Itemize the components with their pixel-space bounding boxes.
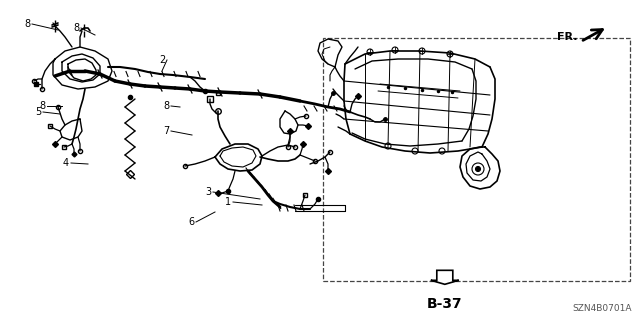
Text: 8: 8: [39, 101, 45, 111]
Polygon shape: [431, 270, 459, 284]
Text: 8: 8: [163, 101, 169, 111]
Text: 4: 4: [63, 158, 69, 168]
Text: SZN4B0701A: SZN4B0701A: [573, 304, 632, 313]
Text: 8: 8: [73, 23, 79, 33]
Text: 3: 3: [205, 187, 211, 197]
Text: 2: 2: [159, 55, 165, 65]
Text: 6: 6: [188, 217, 194, 227]
Text: B-37: B-37: [427, 297, 463, 311]
Bar: [323, 38, 630, 281]
Text: 1: 1: [225, 197, 231, 207]
Text: 5: 5: [35, 107, 41, 117]
Circle shape: [476, 167, 481, 172]
Text: 8: 8: [24, 19, 30, 29]
Text: 7: 7: [163, 126, 169, 136]
Text: FR.: FR.: [557, 32, 578, 42]
